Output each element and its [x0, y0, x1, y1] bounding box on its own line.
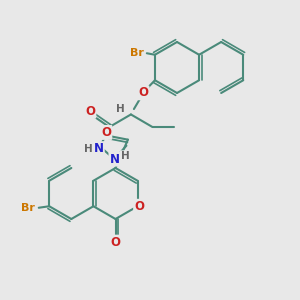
Text: O: O	[101, 126, 111, 139]
Text: O: O	[134, 200, 144, 213]
Text: N: N	[94, 142, 104, 155]
Text: H: H	[116, 104, 125, 114]
Text: N: N	[110, 153, 119, 166]
Text: O: O	[139, 86, 148, 99]
Text: Br: Br	[21, 203, 35, 213]
Text: H: H	[84, 144, 93, 154]
Text: H: H	[121, 151, 129, 161]
Text: O: O	[85, 105, 95, 118]
Text: Br: Br	[130, 48, 144, 58]
Text: O: O	[110, 236, 121, 249]
